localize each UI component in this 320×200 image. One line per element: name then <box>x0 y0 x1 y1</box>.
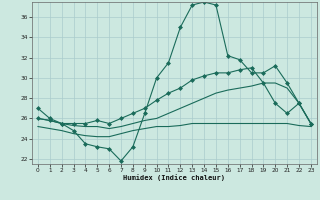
X-axis label: Humidex (Indice chaleur): Humidex (Indice chaleur) <box>124 175 225 181</box>
